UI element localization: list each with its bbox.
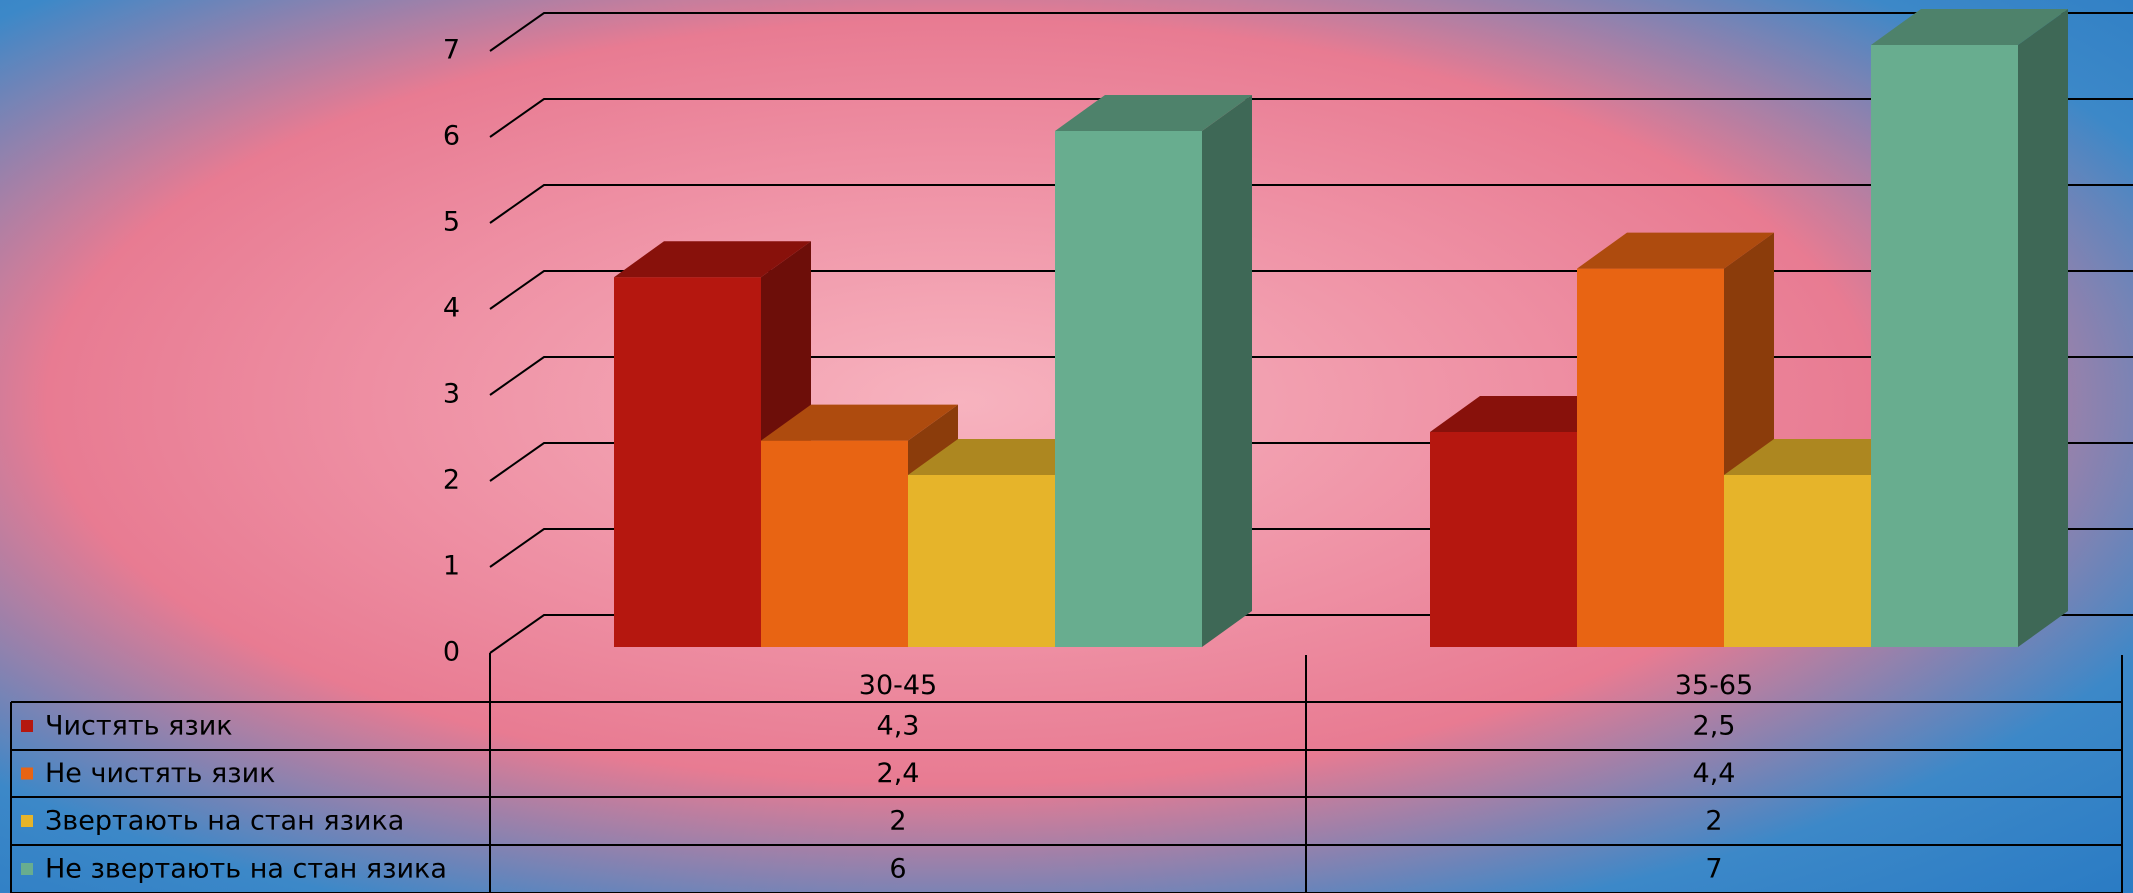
bar xyxy=(1430,432,1577,647)
slide: 0 1 2 3 4 5 6 7 30-45 35-65 Чистять язик 4,3 2,5 Не ч… xyxy=(0,0,2133,893)
bar-side xyxy=(2018,9,2068,647)
table-cell: 2,4 xyxy=(877,758,920,789)
table-cell: 2 xyxy=(1705,806,1722,837)
table-cell: 4,4 xyxy=(1693,758,1736,789)
bar xyxy=(1724,475,1871,647)
y-tick-label: 7 xyxy=(443,35,460,66)
bar xyxy=(1871,45,2018,647)
bar xyxy=(908,475,1055,647)
chart: 0 1 2 3 4 5 6 7 30-45 35-65 Чистять язик 4,3 2,5 Не ч… xyxy=(0,0,2133,893)
y-tick-label: 1 xyxy=(443,551,460,582)
y-tick-label: 5 xyxy=(443,207,460,238)
bar xyxy=(1577,269,1724,647)
x-tick-label: 35-65 xyxy=(1675,670,1753,701)
y-tick-label: 6 xyxy=(443,121,460,152)
bar-side xyxy=(1202,95,1252,647)
legend-label: Не чистять язик xyxy=(45,758,276,789)
table-cell: 4,3 xyxy=(877,711,920,742)
legend-label: Чистять язик xyxy=(45,711,233,742)
x-tick-label: 30-45 xyxy=(859,670,937,701)
legend-key xyxy=(21,720,33,732)
legend-label: Звертають на стан язика xyxy=(45,806,404,837)
legend-key xyxy=(21,863,33,875)
legend-key xyxy=(21,815,33,827)
y-tick-label: 3 xyxy=(443,379,460,410)
y-tick-label: 4 xyxy=(443,293,460,324)
table-cell: 7 xyxy=(1705,854,1722,885)
table-cell: 2 xyxy=(889,806,906,837)
legend-label: Не звертають на стан язика xyxy=(45,854,447,885)
bar xyxy=(1055,131,1202,647)
table-cell: 6 xyxy=(889,854,906,885)
table-cell: 2,5 xyxy=(1693,711,1736,742)
legend-key xyxy=(21,768,33,780)
y-tick-label: 0 xyxy=(443,637,460,668)
bar xyxy=(761,441,908,647)
bar xyxy=(614,277,761,647)
y-tick-label: 2 xyxy=(443,465,460,496)
